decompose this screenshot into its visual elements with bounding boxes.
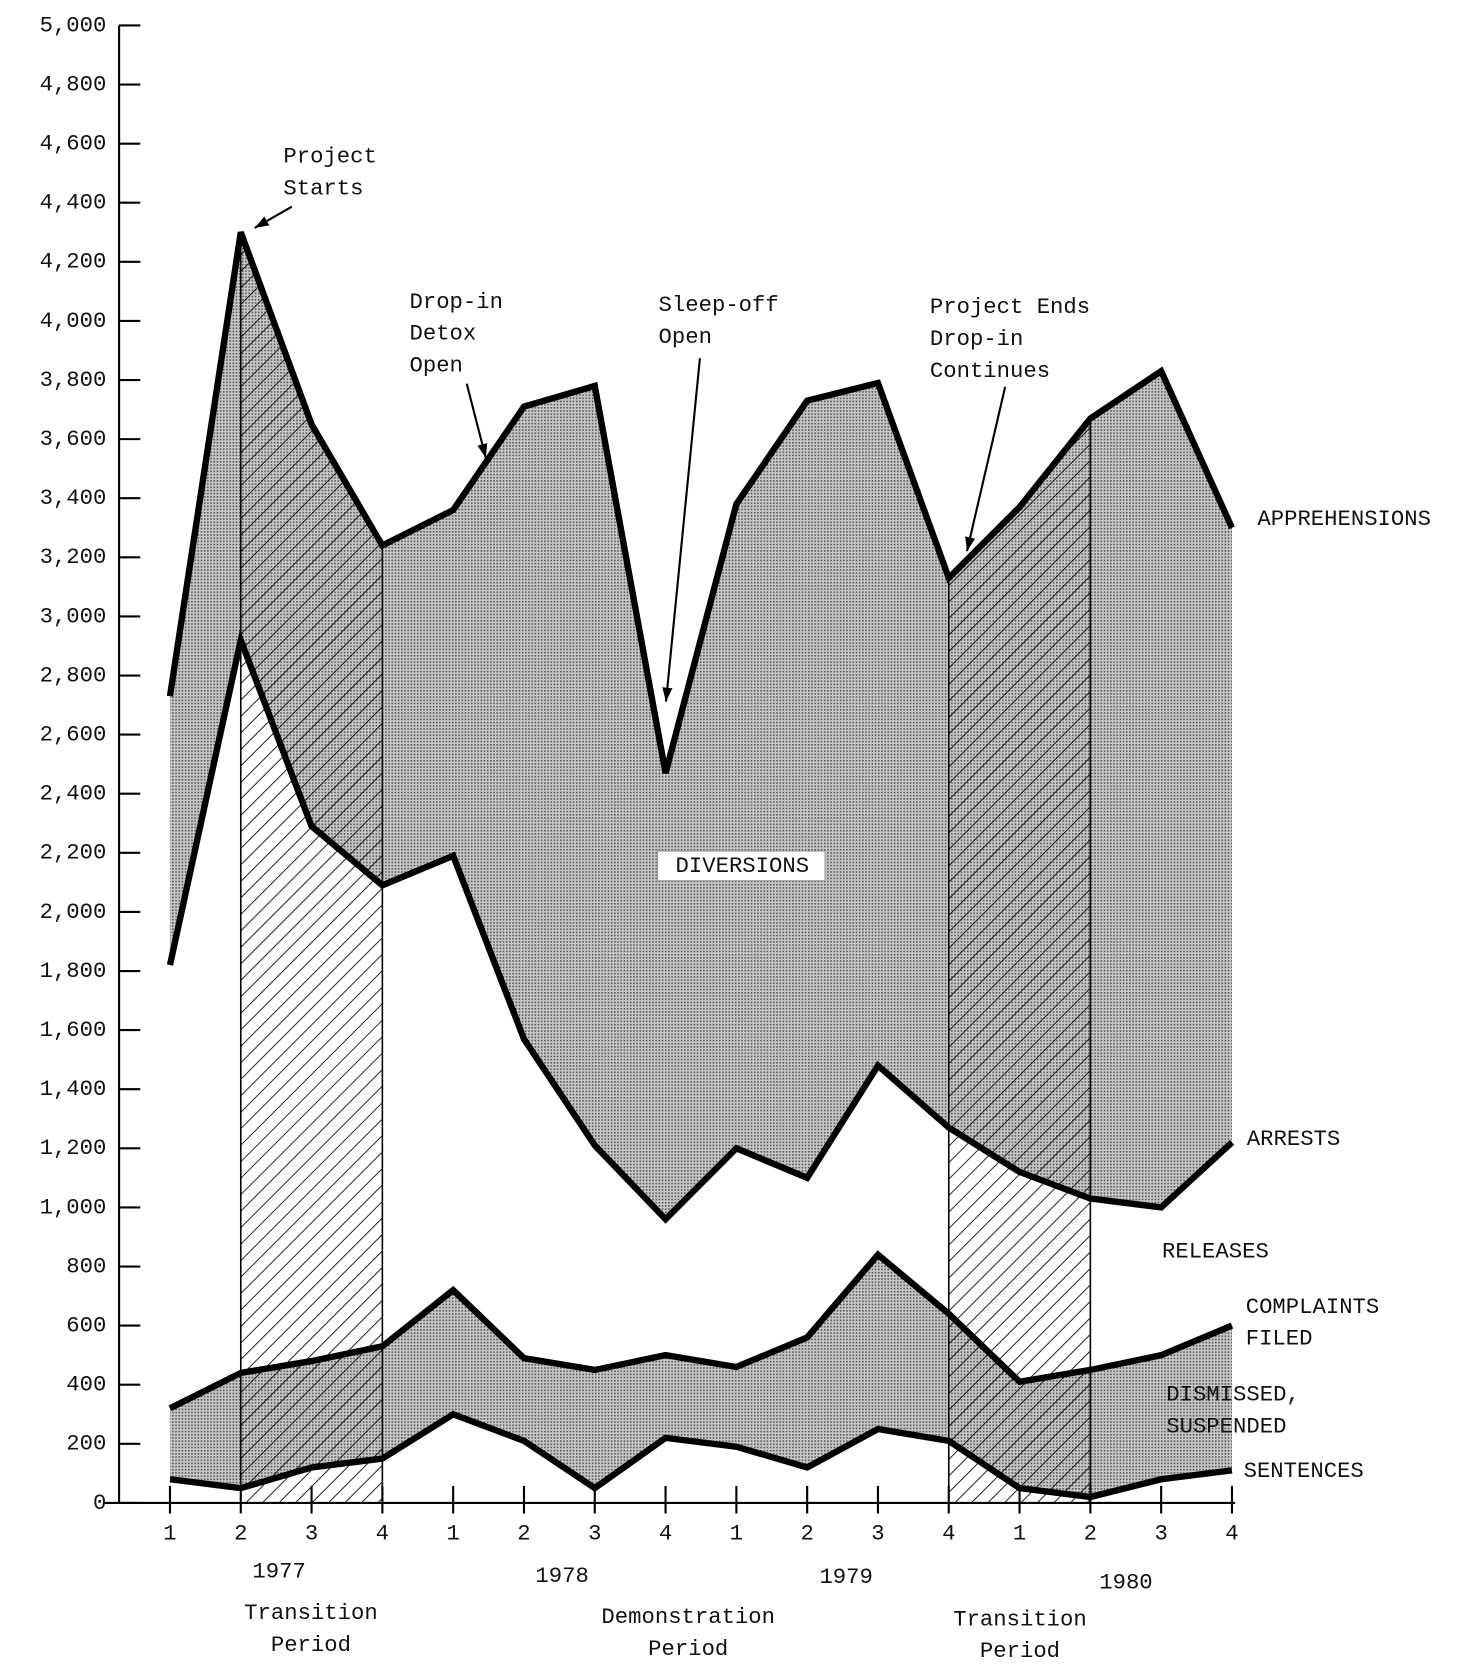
annotation-arrow bbox=[664, 358, 701, 702]
annotation: Open bbox=[659, 324, 712, 350]
annotation: Drop-in bbox=[930, 326, 1023, 352]
y-tick-label: 4,800 bbox=[40, 71, 107, 97]
region-label: DIVERSIONS bbox=[676, 853, 810, 879]
period-label: Demonstration bbox=[601, 1604, 775, 1630]
x-tick-label: 3 bbox=[305, 1521, 318, 1547]
y-tick-label: 800 bbox=[66, 1253, 106, 1279]
y-tick-label: 3,800 bbox=[40, 367, 107, 393]
series-line bbox=[166, 628, 1235, 1224]
x-tick-label: 4 bbox=[942, 1521, 955, 1547]
annotation: Detox bbox=[409, 321, 476, 347]
y-tick-label: 4,400 bbox=[40, 190, 107, 216]
x-tick-label: 1 bbox=[163, 1521, 176, 1547]
region-label: RELEASES bbox=[1162, 1239, 1269, 1265]
y-tick-label: 0 bbox=[93, 1490, 106, 1516]
x-tick-label: 1 bbox=[1013, 1521, 1026, 1547]
annotation: Drop-in bbox=[409, 289, 502, 315]
period-label: Transition bbox=[244, 1600, 378, 1626]
annotation: Open bbox=[409, 353, 462, 379]
x-tick-label: 1 bbox=[730, 1521, 743, 1547]
year-label: 1979 bbox=[819, 1564, 872, 1590]
y-tick-label: 200 bbox=[66, 1431, 106, 1457]
period-label: Period bbox=[980, 1638, 1060, 1664]
series-line bbox=[166, 231, 1235, 774]
series-line bbox=[169, 1410, 1233, 1501]
y-tick-label: 2,800 bbox=[40, 662, 107, 688]
year-label: 1980 bbox=[1099, 1569, 1152, 1595]
period-label: Period bbox=[648, 1636, 728, 1662]
series-label: SENTENCES bbox=[1244, 1458, 1364, 1484]
y-tick-label: 2,400 bbox=[40, 781, 107, 807]
y-tick-label: 4,200 bbox=[40, 249, 107, 275]
x-tick-label: 3 bbox=[871, 1521, 884, 1547]
x-tick-label: 4 bbox=[659, 1521, 672, 1547]
x-tick-label: 1 bbox=[446, 1521, 459, 1547]
y-tick-label: 1,800 bbox=[40, 958, 107, 984]
x-tick-label: 3 bbox=[1154, 1521, 1167, 1547]
arrow-head bbox=[965, 536, 976, 552]
x-tick-label: 2 bbox=[234, 1521, 247, 1547]
y-tick-label: 3,400 bbox=[40, 485, 107, 511]
x-tick-label: 2 bbox=[1084, 1521, 1097, 1547]
series-line bbox=[168, 1250, 1234, 1412]
x-tick-label: 4 bbox=[1225, 1521, 1238, 1547]
period-label: Transition bbox=[953, 1606, 1087, 1632]
region-label: DISMISSED, bbox=[1166, 1382, 1300, 1408]
x-tick-label: 3 bbox=[588, 1521, 601, 1547]
y-tick-label: 3,600 bbox=[40, 426, 107, 452]
y-tick-label: 3,200 bbox=[40, 544, 107, 570]
annotation: Project bbox=[283, 144, 376, 170]
series-label: APPREHENSIONS bbox=[1257, 506, 1431, 532]
annotation: Sleep-off bbox=[659, 292, 779, 318]
y-tick-label: 4,000 bbox=[40, 308, 107, 334]
y-tick-label: 5,000 bbox=[40, 12, 107, 38]
series-label: ARRESTS bbox=[1247, 1126, 1340, 1152]
y-tick-label: 4,600 bbox=[40, 131, 107, 157]
arrow-head bbox=[254, 216, 270, 228]
year-label: 1978 bbox=[535, 1563, 588, 1589]
transition-hatch bbox=[240, 232, 383, 1503]
y-tick-label: 1,200 bbox=[40, 1135, 107, 1161]
annotation: Starts bbox=[283, 176, 363, 202]
annotation-arrow bbox=[965, 386, 1007, 552]
arrow-head bbox=[662, 687, 673, 702]
y-tick-label: 1,600 bbox=[40, 1017, 107, 1043]
y-tick-label: 2,000 bbox=[40, 899, 107, 925]
label-box bbox=[656, 850, 826, 882]
annotation: Continues bbox=[930, 358, 1050, 384]
y-tick-label: 2,200 bbox=[40, 840, 107, 866]
y-tick-label: 1,400 bbox=[40, 1076, 107, 1102]
y-tick-label: 600 bbox=[66, 1312, 106, 1338]
y-tick-label: 400 bbox=[66, 1372, 106, 1398]
x-tick-label: 2 bbox=[517, 1521, 530, 1547]
annotation: Project Ends bbox=[930, 294, 1090, 320]
x-tick-label: 4 bbox=[376, 1521, 389, 1547]
transition-hatch bbox=[948, 418, 1091, 1503]
y-tick-label: 3,000 bbox=[40, 603, 107, 629]
year-label: 1977 bbox=[252, 1559, 305, 1585]
y-tick-label: 2,600 bbox=[40, 721, 107, 747]
region-label: SUSPENDED bbox=[1166, 1413, 1286, 1439]
arrow-head bbox=[477, 443, 488, 458]
x-tick-label: 2 bbox=[800, 1521, 813, 1547]
period-label: Period bbox=[271, 1632, 351, 1658]
y-tick-label: 1,000 bbox=[40, 1194, 107, 1220]
series-label: COMPLAINTS FILED bbox=[1246, 1294, 1380, 1352]
